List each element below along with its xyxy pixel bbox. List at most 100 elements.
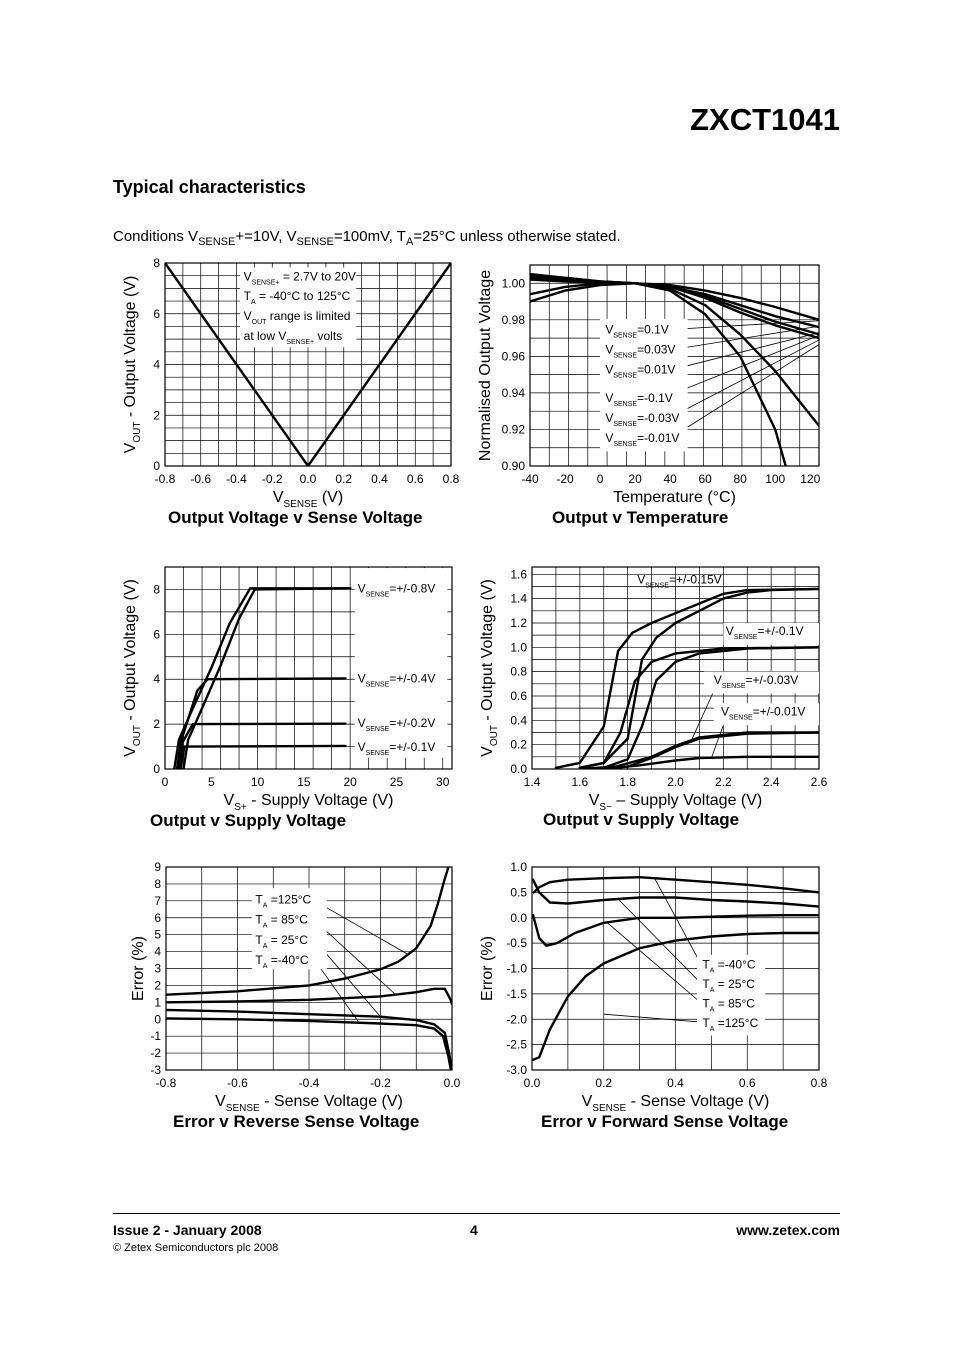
annotation-1-part-2: = -40°C to 125°C (256, 289, 351, 303)
y-tick-label: 0.5 (510, 885, 527, 899)
y-tick-label: 6 (153, 307, 160, 321)
y-tick-label: 0.90 (502, 459, 526, 473)
annotation-5-part-0: V (605, 431, 613, 445)
y-tick-label: 4 (153, 672, 160, 686)
annotation-2-part-2: = 85°C (714, 997, 755, 1011)
x-tick-label: -0.6 (227, 1076, 248, 1090)
series-line-4 (530, 282, 819, 427)
annotation-2-part-1: A (710, 1007, 715, 1014)
y-tick-label: -2.5 (506, 1038, 527, 1052)
y-tick-label: 0 (153, 762, 160, 776)
annotation-3-part-2: =125°C (714, 1016, 758, 1030)
annotation-1-part-1: A (710, 987, 715, 994)
annotation-3-part-2: =+/-0.1V (389, 740, 435, 754)
y-tick-label: -3.0 (506, 1063, 527, 1077)
annotation-box (240, 267, 357, 348)
conditions-sub-2: SENSE (296, 236, 334, 248)
x-tick-label: -40 (521, 472, 539, 486)
series-line-0 (173, 587, 352, 769)
y-label-part-0: Normalised Output Voltage (477, 270, 494, 461)
annotation-0-part-2: =0.1V (637, 323, 669, 337)
annotation-label-2: TA = 25°C (255, 933, 308, 950)
annotation-0-part-1: SENSE (366, 592, 390, 599)
x-tick-label: 0.8 (811, 1076, 828, 1090)
annotation-1-part-2: = 85°C (267, 913, 308, 927)
annotation-0-part-0: V (605, 323, 613, 337)
x-tick-label: -0.2 (370, 1076, 391, 1090)
leader-line (315, 961, 360, 1023)
x-tick-label: -20 (556, 472, 574, 486)
annotation-label-3: VSENSE=-0.1V (605, 391, 672, 408)
x-tick-label: 2.0 (667, 775, 684, 789)
annotation-0-part-0: V (637, 572, 645, 586)
annotation-label-3: VSENSE=+/-0.01V (721, 704, 805, 721)
y-tick-label: 2 (153, 717, 160, 731)
x-tick-label: 15 (297, 775, 311, 789)
annotation-1-part-0: T (244, 289, 252, 303)
series-group (173, 587, 352, 769)
page-number: 4 (470, 1222, 478, 1238)
annotation-label-1: TA = -40°C to 125°C (244, 289, 351, 306)
annotation-box (723, 622, 819, 645)
annotation-3-part-1: SENSE (729, 714, 753, 721)
annotation-2-part-2: = 25°C (267, 933, 308, 947)
annotation-0-part-0: T (255, 893, 263, 907)
x-tick-label: -0.6 (190, 472, 211, 486)
y-tick-label: -1.5 (506, 987, 527, 1001)
leader-line (710, 725, 724, 759)
x-tick-label: -0.8 (156, 1076, 177, 1090)
x-axis-label: VSENSE (V) (273, 489, 343, 510)
series-line-3 (530, 272, 819, 340)
y-axis-label: Error (%) (479, 936, 496, 1001)
x-axis-label: VSENSE - Sense Voltage (V) (582, 1093, 770, 1114)
annotation-2-part-1: OUT (252, 319, 268, 326)
y-tick-label: 6 (153, 627, 160, 641)
y-tick-label: 1 (154, 995, 161, 1009)
series-line-2 (578, 646, 819, 769)
annotation-0-part-0: V (244, 269, 252, 283)
annotation-1-part-1: SENSE (366, 681, 390, 688)
leader-line (673, 344, 820, 437)
plot-frame (531, 866, 820, 1071)
x-tick-label: -0.4 (226, 472, 247, 486)
x-tick-label: 1.6 (571, 775, 588, 789)
x-axis-label: VS− – Supply Voltage (V) (589, 792, 763, 813)
x-label-part-1: S− (599, 802, 612, 813)
annotation-2-part-1: SENSE (613, 373, 637, 380)
series-line-3 (532, 931, 819, 1061)
annotation-3-part-2: =+/-0.01V (753, 704, 806, 718)
series-group (554, 587, 819, 769)
annotation-label-3: VSENSE=+/-0.1V (358, 740, 436, 757)
annotation-label-2: VOUT range is limited (244, 309, 351, 326)
annotation-box (251, 888, 327, 970)
annotation-2-part-2: range is limited (266, 309, 350, 323)
annotation-3-part-0: at low V (244, 329, 287, 343)
x-tick-label: 0.8 (443, 472, 460, 486)
annotation-label-3: at low VSENSE+ volts (244, 329, 343, 346)
x-tick-label: 1.8 (619, 775, 636, 789)
y-tick-label: -1.0 (506, 962, 527, 976)
leader-line (670, 332, 820, 371)
x-label-part-1: SENSE (592, 1103, 626, 1114)
y-tick-label: 0.0 (510, 911, 527, 925)
chart-title-c2: Output v Temperature (552, 508, 729, 527)
conditions-text-2: =100mV, T (333, 228, 406, 245)
x-label-part-0: V (273, 489, 284, 506)
y-tick-label: 1.00 (502, 276, 526, 290)
x-tick-label: -0.4 (299, 1076, 320, 1090)
y-label-part-2: - Output Voltage (V) (122, 579, 139, 725)
leader-line (664, 320, 820, 331)
series-group (165, 263, 451, 466)
annotation-label-1: TA = 85°C (255, 913, 308, 930)
conditions-text: Conditions VSENSE+=10V, VSENSE=100mV, TA… (113, 228, 621, 248)
annotation-3-part-0: V (605, 391, 613, 405)
annotation-0-part-1: A (263, 903, 268, 910)
y-tick-label: 2 (154, 978, 161, 992)
x-tick-label: 25 (390, 775, 404, 789)
y-tick-label: 2 (153, 408, 160, 422)
y-tick-label: 1.0 (510, 640, 527, 654)
annotation-0-part-1: SENSE+ (252, 279, 280, 286)
y-tick-label: 1.4 (510, 592, 527, 606)
annotation-3-part-0: T (702, 1016, 710, 1030)
x-tick-label: 60 (698, 472, 712, 486)
